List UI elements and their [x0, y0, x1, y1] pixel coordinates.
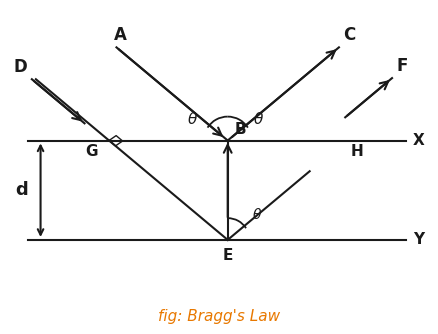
- Text: fig: Bragg's Law: fig: Bragg's Law: [158, 309, 280, 324]
- Text: $\theta$: $\theta$: [252, 207, 262, 222]
- Text: $\theta$: $\theta$: [187, 111, 198, 127]
- Text: B: B: [234, 122, 246, 137]
- Text: C: C: [343, 26, 356, 44]
- Text: X: X: [413, 133, 424, 148]
- Text: Y: Y: [413, 232, 424, 247]
- Text: d: d: [15, 181, 28, 199]
- Text: A: A: [114, 26, 127, 44]
- Text: E: E: [223, 248, 233, 263]
- Text: D: D: [14, 58, 28, 76]
- Text: $\theta$: $\theta$: [253, 111, 264, 127]
- Text: G: G: [86, 144, 98, 159]
- Text: F: F: [396, 57, 408, 75]
- Text: H: H: [351, 144, 364, 159]
